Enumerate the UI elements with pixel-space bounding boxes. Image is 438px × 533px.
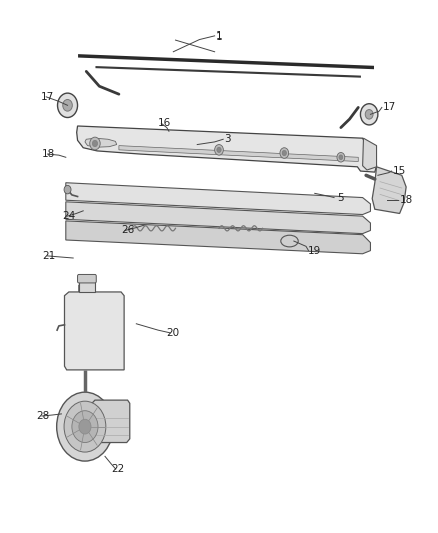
Polygon shape bbox=[363, 138, 377, 170]
Polygon shape bbox=[66, 183, 371, 215]
Text: 28: 28 bbox=[36, 411, 49, 421]
Circle shape bbox=[337, 152, 345, 162]
Circle shape bbox=[64, 185, 71, 194]
Ellipse shape bbox=[281, 235, 298, 247]
Text: 21: 21 bbox=[42, 251, 55, 261]
Text: 20: 20 bbox=[167, 328, 180, 338]
Text: 1: 1 bbox=[215, 33, 223, 43]
Circle shape bbox=[64, 401, 106, 452]
Text: 3: 3 bbox=[224, 134, 231, 144]
Polygon shape bbox=[66, 221, 371, 254]
Circle shape bbox=[63, 100, 72, 111]
Polygon shape bbox=[77, 126, 377, 172]
Polygon shape bbox=[372, 167, 406, 214]
Circle shape bbox=[72, 411, 98, 442]
Circle shape bbox=[365, 110, 373, 119]
Text: 1: 1 bbox=[215, 31, 223, 41]
Circle shape bbox=[57, 392, 113, 461]
Circle shape bbox=[215, 144, 223, 155]
Circle shape bbox=[90, 137, 100, 150]
Circle shape bbox=[92, 140, 98, 147]
Text: 17: 17 bbox=[40, 92, 54, 102]
Polygon shape bbox=[79, 280, 95, 292]
Text: 17: 17 bbox=[383, 102, 396, 112]
Text: 26: 26 bbox=[121, 225, 134, 236]
Polygon shape bbox=[66, 202, 371, 233]
Text: 18: 18 bbox=[399, 195, 413, 205]
Circle shape bbox=[282, 150, 286, 156]
Circle shape bbox=[280, 148, 289, 158]
Text: 5: 5 bbox=[338, 192, 344, 203]
Text: 24: 24 bbox=[62, 211, 75, 221]
Polygon shape bbox=[85, 138, 117, 147]
Text: 22: 22 bbox=[111, 464, 125, 474]
Circle shape bbox=[360, 104, 378, 125]
Polygon shape bbox=[64, 285, 124, 370]
Circle shape bbox=[339, 155, 343, 160]
Text: 16: 16 bbox=[158, 118, 171, 128]
Polygon shape bbox=[92, 400, 130, 442]
Text: 19: 19 bbox=[308, 246, 321, 256]
FancyBboxPatch shape bbox=[78, 274, 96, 283]
Circle shape bbox=[57, 93, 78, 117]
Text: 15: 15 bbox=[393, 166, 406, 176]
Text: 18: 18 bbox=[42, 149, 55, 159]
Circle shape bbox=[217, 147, 221, 152]
Circle shape bbox=[79, 419, 91, 434]
Polygon shape bbox=[119, 146, 358, 161]
